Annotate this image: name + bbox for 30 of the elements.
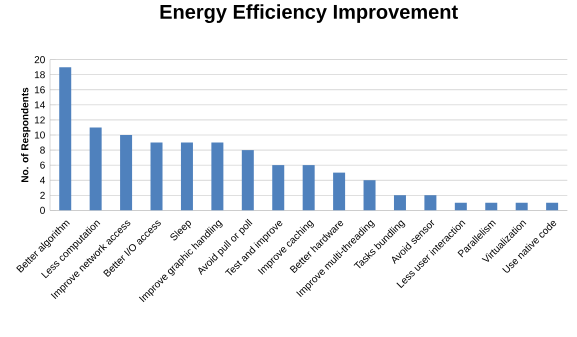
y-tick-label: 6 — [40, 162, 45, 169]
y-axis-title: No. of Respondents — [21, 88, 30, 182]
bar — [424, 195, 436, 210]
y-tick-label: 10 — [34, 131, 45, 139]
y-tick-label: 20 — [34, 56, 45, 64]
y-tick-label: 16 — [34, 86, 45, 94]
bar — [242, 150, 254, 210]
y-tick-label: 0 — [40, 206, 45, 214]
bar — [516, 202, 528, 210]
bar — [150, 142, 163, 210]
bar — [302, 165, 315, 210]
y-tick-label: 4 — [40, 176, 46, 184]
bar — [211, 142, 224, 210]
bar — [546, 202, 558, 210]
bar — [180, 142, 193, 210]
y-tick-label: 18 — [34, 71, 45, 78]
bar — [272, 165, 284, 210]
y-tick-label: 14 — [34, 101, 45, 108]
bar — [59, 67, 72, 210]
y-tick-label: 12 — [34, 116, 45, 124]
bar — [454, 202, 467, 210]
bar — [485, 202, 498, 210]
y-tick-label: 8 — [40, 146, 45, 154]
bar — [120, 135, 132, 210]
bar — [394, 195, 406, 210]
bar — [333, 172, 346, 210]
bar — [90, 127, 102, 210]
y-tick-label: 2 — [40, 192, 45, 199]
chart-title: Energy Efficiency Improvement — [160, 4, 458, 23]
bar — [364, 180, 376, 210]
